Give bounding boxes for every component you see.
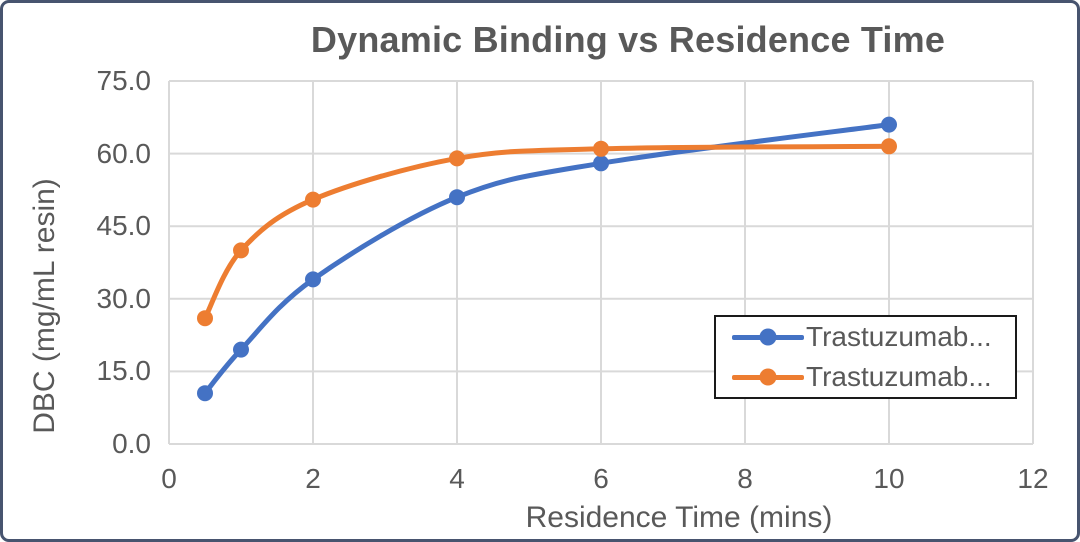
data-point-marker-series-1[interactable] [305,271,321,288]
x-tick-label: 2 [305,463,321,494]
data-point-marker-series-1[interactable] [449,189,465,206]
x-tick-label: 8 [737,463,753,494]
legend-label: Trastuzumab... [806,361,992,392]
data-point-marker-series-1[interactable] [593,155,609,172]
data-point-marker-series-2[interactable] [449,150,465,167]
x-tick-label: 0 [161,463,177,494]
legend-label: Trastuzumab... [806,321,992,352]
series-2-line-marker-icon [732,368,804,386]
legend-item-series-1[interactable]: Trastuzumab... [732,319,1011,355]
legend-item-series-2[interactable]: Trastuzumab... [732,359,1011,395]
data-point-marker-series-1[interactable] [233,341,249,358]
data-point-marker-series-2[interactable] [305,191,321,208]
x-tick-label: 4 [449,463,465,494]
data-point-marker-series-2[interactable] [881,138,897,155]
chart-title: Dynamic Binding vs Residence Time [310,19,946,60]
y-tick-label: 30.0 [96,282,152,314]
y-tick-label: 15.0 [96,355,152,387]
x-tick-label: 6 [593,463,609,494]
x-tick-label: 10 [873,463,905,494]
data-point-marker-series-2[interactable] [233,242,249,259]
y-tick-label: 0.0 [112,428,151,459]
y-tick-label: 75.0 [96,65,152,96]
x-tick-label: 12 [1017,463,1049,494]
x-axis-title: Residence Time (mins) [525,501,833,534]
data-point-marker-series-2[interactable] [593,140,609,157]
data-point-marker-series-1[interactable] [197,385,213,402]
data-point-marker-series-2[interactable] [197,310,213,327]
legend: Trastuzumab... Trastuzumab... [714,315,1017,399]
series-1-line-marker-icon [732,328,804,346]
plot-area [168,80,1034,445]
y-tick-label: 60.0 [96,137,152,169]
y-tick-label: 45.0 [96,210,152,242]
data-point-marker-series-1[interactable] [881,116,897,133]
